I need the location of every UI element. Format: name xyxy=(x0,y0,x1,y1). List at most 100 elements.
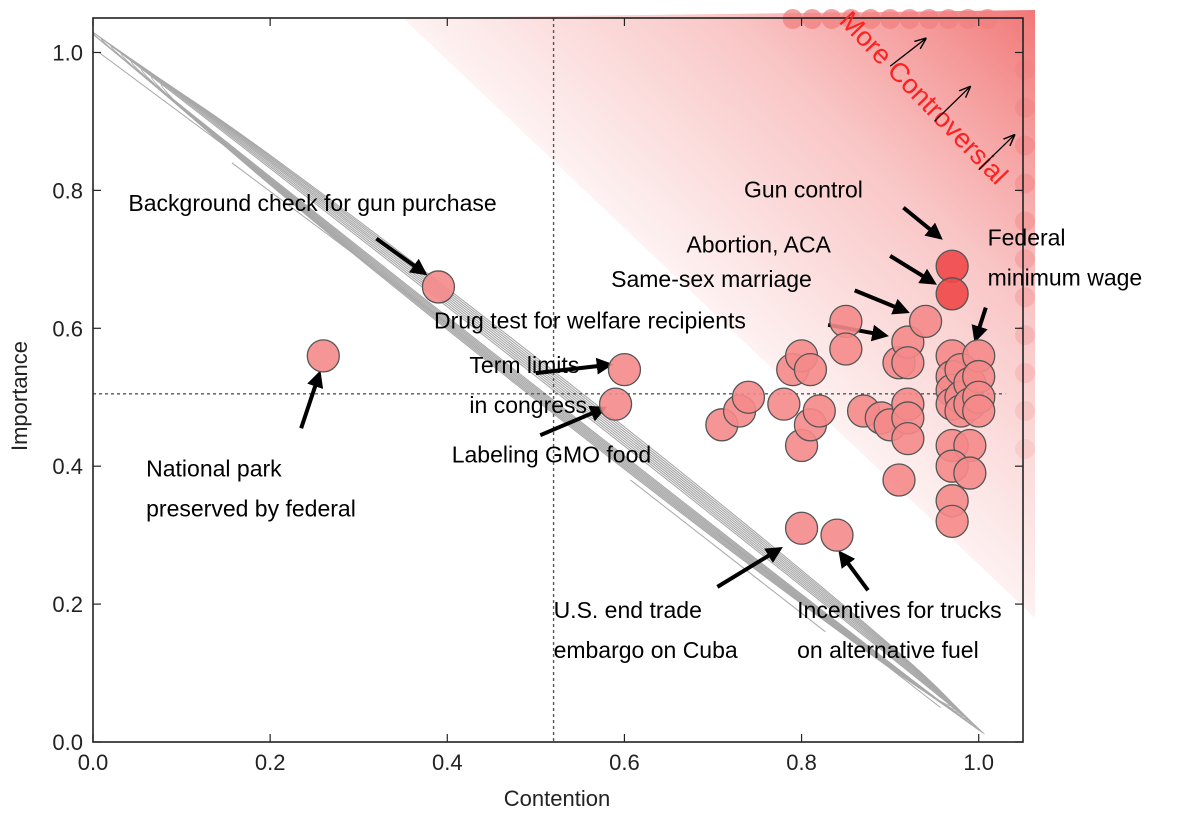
annotation-line: U.S. end trade xyxy=(554,597,702,623)
annotation-label: Labeling GMO food xyxy=(452,442,651,468)
shade-bump xyxy=(1015,363,1035,384)
x-tick-label: 0.2 xyxy=(255,750,286,775)
y-tick-label: 0.4 xyxy=(52,454,83,479)
density-contours xyxy=(93,23,985,735)
data-point xyxy=(731,380,766,414)
controversial-arrow xyxy=(889,39,925,67)
shade-bump xyxy=(841,9,862,29)
data-point xyxy=(767,387,801,421)
annotation-label: Gun control xyxy=(744,176,863,202)
x-tick-label: 0.6 xyxy=(609,750,640,775)
annotation-arrow xyxy=(838,550,870,592)
shade-bump xyxy=(782,9,803,29)
shade-bump xyxy=(938,9,959,29)
annotation-line: Incentives for trucks xyxy=(797,597,1002,623)
y-axis-label: Importance xyxy=(7,341,32,451)
annotation-arrow xyxy=(375,237,428,276)
data-point xyxy=(829,332,863,366)
annotation-line: Background check for gun purchase xyxy=(128,190,496,216)
data-point xyxy=(802,394,836,428)
y-tick-label: 1.0 xyxy=(52,40,83,65)
data-points xyxy=(306,249,996,552)
annotation-arrow xyxy=(299,370,324,429)
annotation-line: Federal xyxy=(988,225,1066,251)
x-tick-label: 0.0 xyxy=(78,750,109,775)
annotation-label: Same-sex marriage xyxy=(611,266,812,292)
annotation-label: Term limits in congress xyxy=(469,352,587,418)
annotation-arrow xyxy=(971,306,988,343)
data-point xyxy=(962,394,996,428)
annotation-arrows xyxy=(299,206,988,592)
contour-line xyxy=(140,68,961,714)
contour-line xyxy=(231,162,454,329)
contour-line xyxy=(93,23,985,735)
contour-line xyxy=(630,479,826,633)
annotations: Background check for gun purchase Nationa… xyxy=(128,176,1142,663)
y-tick-label: 0.0 xyxy=(52,730,83,755)
shade-bump xyxy=(919,9,940,29)
annotation-line: Drug test for welfare recipients xyxy=(434,307,746,333)
data-point xyxy=(908,304,943,339)
annotation-arrow xyxy=(902,206,943,240)
annotation-arrow xyxy=(539,405,607,438)
shade-bump xyxy=(1015,59,1035,80)
contour-line xyxy=(110,45,973,724)
annotation-label: Abortion, ACA xyxy=(686,231,831,257)
contour-line xyxy=(130,60,965,717)
data-point xyxy=(935,277,969,311)
annotation-label: National park preserved by federal xyxy=(146,456,356,522)
plot-frame xyxy=(92,17,1024,743)
shade-bump xyxy=(802,9,823,29)
median-lines xyxy=(93,18,1006,742)
x-tick-label: 1.0 xyxy=(963,750,994,775)
y-tick-label: 0.8 xyxy=(52,178,83,203)
y-tick-label: 0.6 xyxy=(52,316,83,341)
y-tick-label: 0.2 xyxy=(52,592,83,617)
annotation-label: Drug test for welfare recipients xyxy=(434,307,746,333)
shade-bump xyxy=(899,9,920,29)
data-point xyxy=(953,456,987,490)
shade-bump xyxy=(880,9,901,29)
axis-ticks: 0.0 0.2 0.4 0.6 0.8 1.0 0.0 0.2 0.4 0.6 0.8 1.0 xyxy=(52,18,1023,775)
data-point xyxy=(784,511,819,545)
annotation-line: in congress xyxy=(469,392,587,418)
shade-bump xyxy=(1015,21,1035,42)
shade-bump xyxy=(1015,97,1035,118)
data-point xyxy=(935,504,969,539)
x-tick-label: 0.8 xyxy=(786,750,817,775)
contour-line xyxy=(160,83,953,707)
x-tick-label: 0.4 xyxy=(432,750,463,775)
data-point xyxy=(820,518,854,552)
annotation-line: Gun control xyxy=(744,176,863,202)
shade-bump xyxy=(1015,325,1035,346)
annotation-arrow xyxy=(853,288,910,315)
annotation-line: preserved by federal xyxy=(146,496,356,522)
x-axis-label: Contention xyxy=(504,786,610,811)
contour-line xyxy=(98,52,295,198)
data-point xyxy=(607,353,642,387)
annotation-label: Federal minimum wage xyxy=(988,225,1143,291)
contour-line xyxy=(150,75,957,710)
annotation-arrow xyxy=(535,357,614,376)
controversy-shade xyxy=(403,9,1035,618)
contour-line xyxy=(100,38,977,728)
annotation-line: embargo on Cuba xyxy=(554,637,738,663)
shade-bump xyxy=(1015,438,1035,459)
shade-bump xyxy=(1015,249,1035,270)
shade-bump xyxy=(977,9,998,29)
annotation-line: minimum wage xyxy=(988,265,1143,291)
annotation-line: Labeling GMO food xyxy=(452,442,651,468)
controversial-arrow xyxy=(978,135,1014,171)
data-point xyxy=(891,346,925,380)
data-point xyxy=(891,421,925,456)
annotation-line: Same-sex marriage xyxy=(611,266,812,292)
annotation-line: National park xyxy=(146,456,282,482)
annotation-arrow xyxy=(716,547,783,589)
shade-bump xyxy=(1015,211,1035,232)
shade-bump xyxy=(860,9,881,29)
contour-line xyxy=(93,30,981,732)
data-point xyxy=(306,339,340,373)
shade-bump xyxy=(1015,401,1035,422)
annotation-line: Abortion, ACA xyxy=(686,231,831,257)
